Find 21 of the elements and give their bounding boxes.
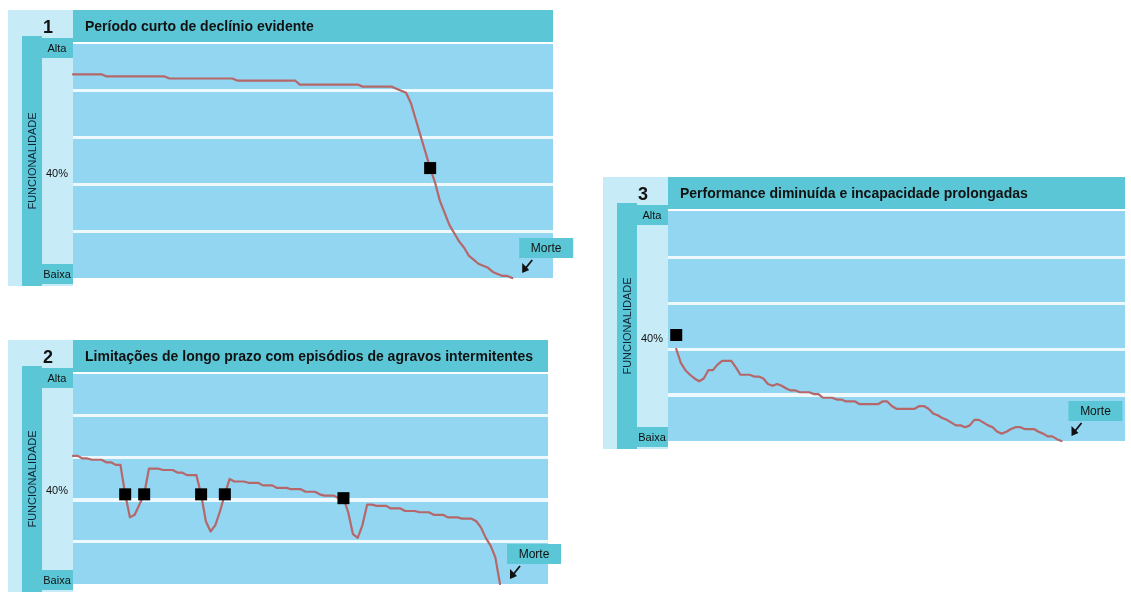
text: 3: [637, 184, 649, 204]
text: 40%: [640, 331, 664, 344]
chart-title: Período curto de declínio evidente: [85, 18, 314, 34]
text: Alta: [642, 209, 663, 221]
y-axis-title: FUNCIONALIDADE: [26, 430, 38, 528]
text: Alta: [47, 42, 68, 54]
text: Alta: [47, 372, 68, 384]
text: Morte: [518, 547, 550, 561]
chart-title: Performance diminuída e incapacidade prolongadas: [680, 185, 1028, 201]
text: Morte: [1080, 404, 1112, 418]
chart-title: Limitações de longo prazo com episódios de agravos intermitentes: [85, 348, 534, 364]
text: 2: [42, 347, 54, 367]
text: 40%: [45, 483, 69, 496]
text: Baixa: [638, 431, 667, 443]
annotation: Baixa: [43, 574, 72, 586]
annotation: Baixa: [43, 268, 72, 280]
y-axis-title: FUNCIONALIDADE: [621, 277, 633, 375]
text: Morte: [530, 241, 562, 255]
text: 40%: [45, 166, 69, 179]
y-axis-title: FUNCIONALIDADE: [26, 112, 38, 210]
text: 1: [42, 17, 54, 37]
